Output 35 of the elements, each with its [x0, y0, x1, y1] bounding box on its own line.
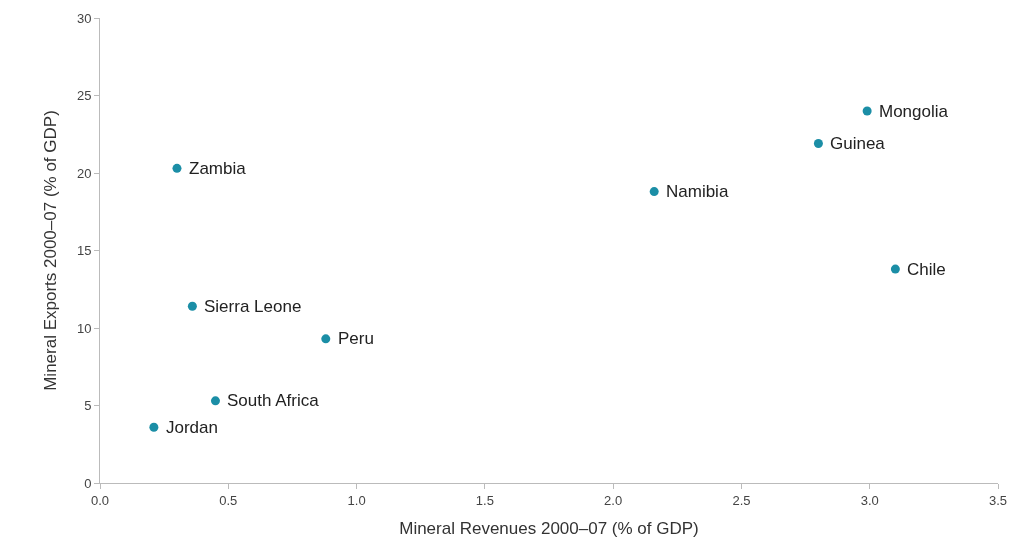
y-tick-label: 25	[76, 88, 92, 104]
point	[890, 264, 900, 274]
annotation: Chile	[907, 260, 946, 279]
point	[172, 163, 182, 173]
x-tick-label: 2.0	[604, 492, 623, 508]
y-tick-label: 5	[84, 398, 92, 414]
x-tick-label: 0.0	[90, 492, 110, 508]
point	[321, 334, 331, 344]
point	[649, 187, 659, 197]
annotation: Zambia	[189, 159, 247, 178]
point	[210, 396, 220, 406]
y-tick-label: 0	[84, 475, 92, 491]
x-tick-label: 0.5	[219, 492, 238, 508]
annotation: Peru	[338, 329, 374, 348]
annotation: South Africa	[227, 391, 320, 410]
point	[187, 301, 197, 311]
point	[813, 139, 823, 149]
annotation: Namibia	[666, 182, 729, 201]
point	[149, 422, 159, 432]
x-axis-title: Mineral Revenues 2000–07 (% of GDP)	[399, 519, 699, 538]
y-tick-label: 20	[76, 165, 92, 181]
annotation: Jordan	[166, 418, 218, 437]
x-tick-label: 3.0	[860, 492, 879, 508]
annotation: Mongolia	[879, 102, 949, 121]
x-tick-label: 1.0	[347, 492, 366, 508]
y-tick-label: 30	[76, 10, 92, 26]
y-tick-label: 15	[76, 243, 92, 259]
x-tick-label: 2.5	[732, 492, 751, 508]
y-tick-label: 10	[76, 320, 92, 336]
point	[862, 106, 872, 116]
x-tick-label: 3.5	[988, 492, 1008, 508]
x-tick-label: 1.5	[475, 492, 494, 508]
annotation: Guinea	[830, 134, 886, 153]
annotation: Sierra Leone	[204, 297, 302, 316]
y-axis-title: Mineral Exports 2000–07 (% of GDP)	[41, 110, 61, 391]
